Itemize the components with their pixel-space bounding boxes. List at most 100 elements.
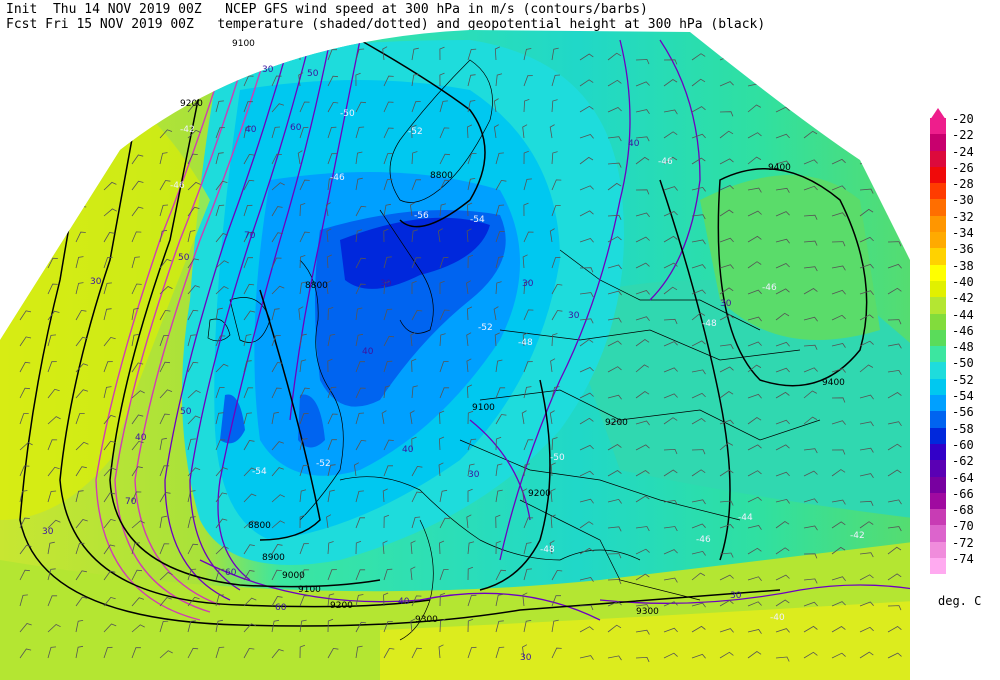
wind-barb (549, 228, 555, 243)
height-contour-label: 8800 (248, 521, 271, 531)
wind-barb (439, 100, 448, 113)
wind-barb (691, 572, 706, 581)
wind-barb (887, 111, 902, 117)
wind-barb (271, 411, 279, 425)
wind-barb (579, 626, 594, 633)
wind-barb (187, 415, 201, 425)
wind-barb (131, 466, 143, 477)
temperature-contour-label: -46 (330, 173, 345, 183)
wind-barb (299, 595, 310, 607)
wind-barb (19, 544, 32, 555)
colorbar-swatch (930, 558, 946, 575)
wind-barb (215, 387, 225, 399)
wind-barb (494, 46, 500, 61)
wind-barb (579, 392, 594, 399)
wind-barb (691, 289, 706, 295)
temperature-contour-label: -40 (770, 613, 785, 623)
wind-barb (439, 127, 450, 139)
wind-barb (719, 391, 734, 399)
wind-barb (355, 439, 367, 451)
wind-barb (215, 77, 229, 87)
wind-barb (47, 361, 57, 373)
wind-barb (467, 410, 474, 425)
colorbar-level: -36 (930, 242, 990, 265)
wind-barb (381, 410, 387, 425)
wind-barb (409, 202, 415, 217)
colorbar-level: -60 (930, 438, 990, 461)
wind-barb (719, 628, 734, 633)
colorbar-swatch (930, 541, 946, 559)
wind-barb (495, 489, 503, 503)
wind-barb (159, 50, 171, 61)
wind-barb (887, 369, 902, 375)
wind-barb (523, 386, 532, 399)
wind-barb (495, 73, 503, 87)
wind-barb (437, 228, 443, 243)
colorbar-swatch (930, 443, 946, 461)
wind-barb (775, 211, 790, 217)
wind-barb (663, 448, 678, 455)
wind-barb (299, 514, 305, 529)
wind-barb (691, 186, 706, 192)
wind-barb (131, 491, 142, 503)
wind-barb (887, 187, 902, 193)
wind-barb (607, 182, 622, 191)
wind-barb (663, 499, 678, 505)
colorbar-label: -52 (952, 372, 974, 387)
wind-barb (19, 361, 31, 373)
wind-barb (607, 290, 622, 296)
wind-barb (131, 597, 145, 607)
wind-barb (299, 464, 309, 477)
colorbar-label: -32 (952, 209, 974, 224)
wind-barb (103, 518, 116, 529)
wind-barb (355, 594, 364, 607)
wind-barb (775, 471, 790, 477)
wind-barb (887, 81, 902, 87)
colorbar-swatch (930, 313, 946, 330)
height-contour-label: 9200 (180, 99, 203, 109)
colorbar-swatch (930, 411, 946, 428)
wind-barb (410, 540, 416, 555)
wind-barb (859, 364, 874, 373)
wind-barb (635, 470, 650, 477)
wind-contour-label: 30 (90, 277, 102, 287)
wind-barb (103, 308, 112, 321)
wind-barb (187, 103, 200, 113)
wind-barb (159, 309, 171, 321)
init-label: Init Thu 14 NOV 2019 00Z (6, 2, 202, 17)
wind-barb (159, 152, 168, 165)
wind-barb (663, 186, 678, 191)
wind-barb (775, 444, 790, 451)
wind-barb (159, 258, 172, 269)
wind-barb (215, 180, 228, 191)
wind-barb (75, 413, 85, 425)
wind-barb (187, 568, 197, 581)
wind-barb (439, 410, 445, 425)
wind-barb (131, 256, 140, 269)
wind-barb (551, 205, 561, 217)
colorbar-level: -22 (930, 128, 990, 151)
wind-barb (859, 131, 874, 139)
colorbar-level: -48 (930, 340, 990, 363)
colorbar-swatch (930, 346, 946, 363)
wind-barb (439, 153, 451, 165)
wind-barb (551, 386, 560, 399)
wind-barb (215, 260, 229, 269)
wind-barb (579, 521, 594, 529)
wind-barb (495, 569, 507, 581)
height-contour-label: 9400 (768, 163, 791, 173)
colorbar-swatch (930, 509, 946, 526)
wind-barb (243, 623, 257, 633)
wind-barb (663, 417, 678, 425)
wind-barb (803, 316, 818, 322)
wind-barb (439, 203, 447, 217)
colorbar-label: -70 (952, 519, 974, 534)
wind-barb (410, 332, 416, 347)
colorbar-legend: -20 -22 -24 -26 -28 -30 -32 -34 -36 -38 -40 -42 -44-… (930, 112, 990, 575)
wind-barb (355, 205, 367, 217)
wind-barb (663, 469, 678, 477)
colorbar-label: -34 (952, 226, 974, 241)
wind-barb (411, 280, 417, 294)
colorbar-swatch (930, 166, 946, 184)
wind-barb (887, 241, 902, 247)
